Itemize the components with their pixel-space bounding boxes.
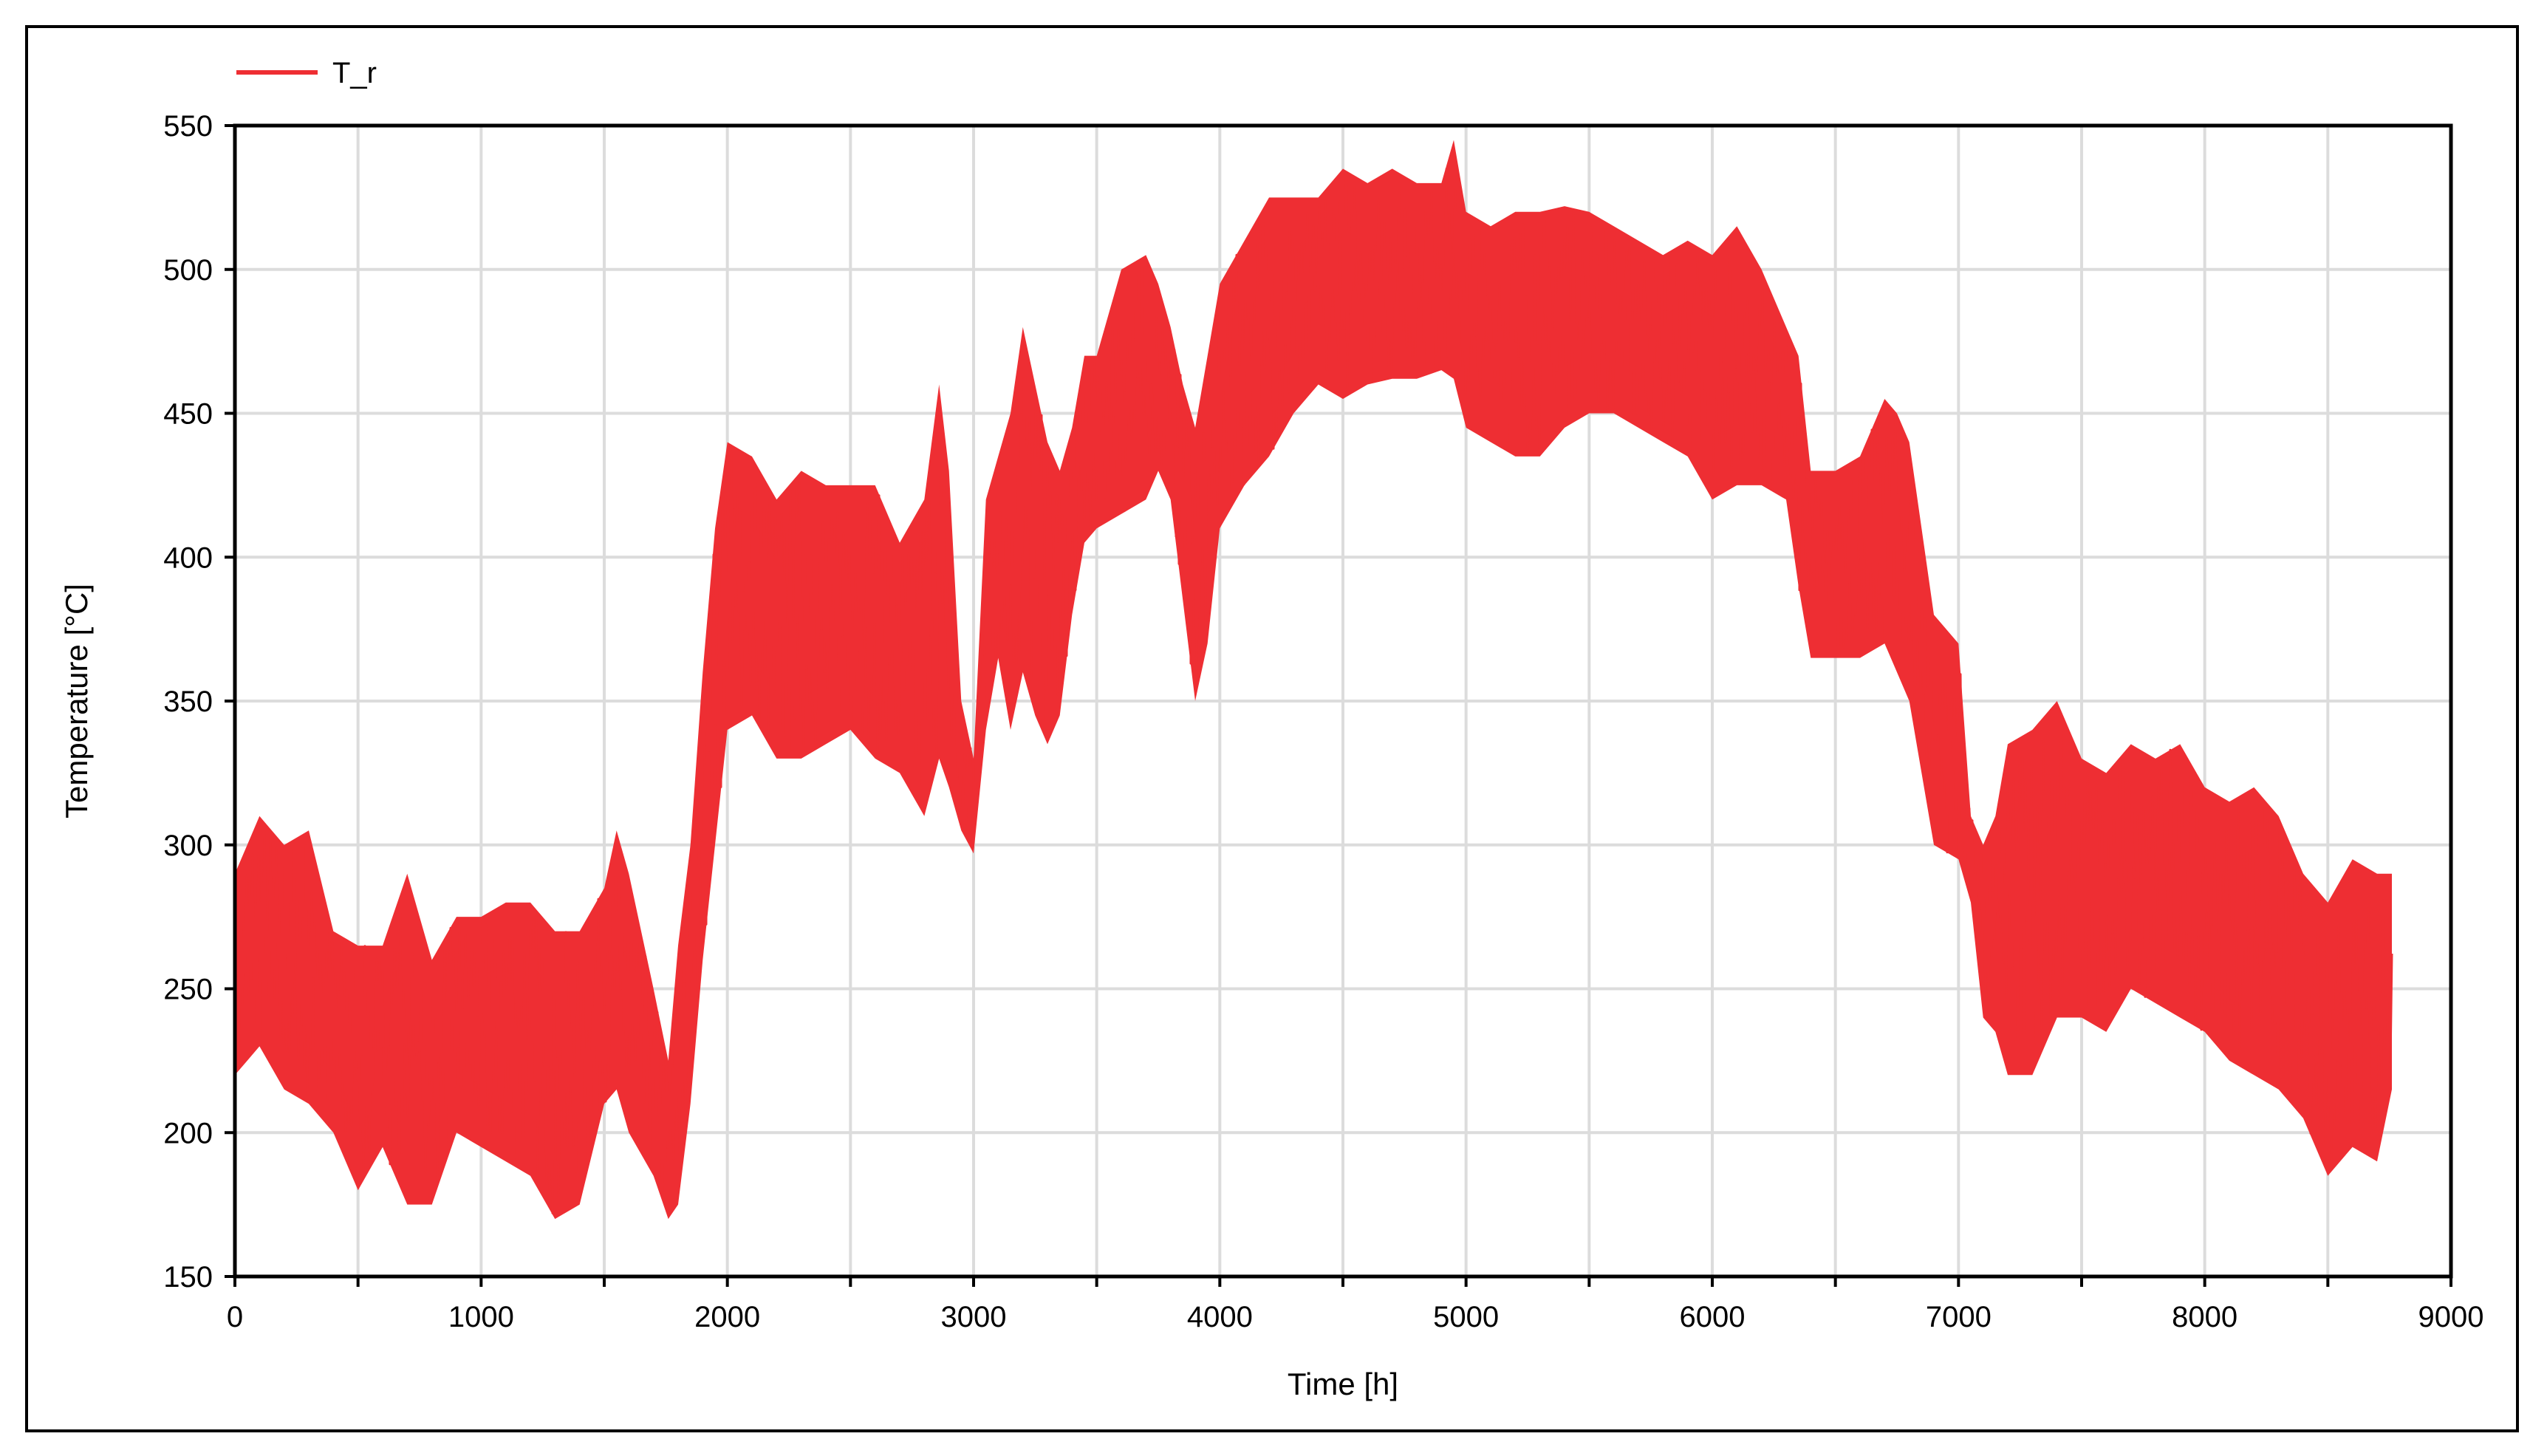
x-tick-label: 1000 [448, 1301, 514, 1333]
legend[interactable]: T_r [236, 57, 377, 89]
y-tick-label: 550 [163, 110, 213, 143]
legend-label-t-r: T_r [332, 57, 377, 89]
y-tick-label: 250 [163, 974, 213, 1006]
series-band-t-r [235, 140, 2392, 1220]
x-tick-label: 0 [227, 1301, 243, 1333]
y-tick-label: 200 [163, 1117, 213, 1149]
x-tick-label: 2000 [694, 1301, 760, 1333]
y-tick-label: 450 [163, 398, 213, 431]
y-tick-label: 300 [163, 830, 213, 862]
series-line-t-r [233, 168, 2393, 1214]
x-axis-title: Time [h] [1288, 1367, 1398, 1401]
x-tick-label: 5000 [1433, 1301, 1499, 1333]
x-tick-label: 6000 [1680, 1301, 1746, 1333]
x-tick-label: 9000 [2418, 1301, 2484, 1333]
y-axis-title: Temperature [°C] [59, 584, 94, 818]
x-tick-label: 7000 [1926, 1301, 1992, 1333]
y-tick-label: 500 [163, 254, 213, 287]
y-tick-label: 150 [163, 1261, 213, 1293]
series-layer [233, 140, 2393, 1220]
y-tick-label: 350 [163, 686, 213, 718]
x-tick-label: 3000 [941, 1301, 1007, 1333]
y-tick-label: 400 [163, 541, 213, 574]
x-tick-label: 8000 [2172, 1301, 2237, 1333]
axis-ticks: 0 1000 2000 3000 4000 5000 6000 7000 8000 9000 150… [163, 110, 2483, 1333]
x-tick-label: 4000 [1187, 1301, 1253, 1333]
